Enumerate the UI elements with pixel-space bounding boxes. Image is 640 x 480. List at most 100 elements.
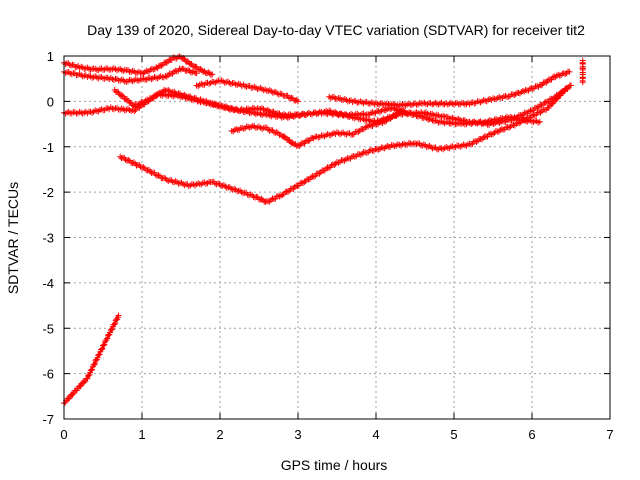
data-point-marker [91, 361, 98, 368]
data-point-marker [541, 99, 548, 106]
data-point-marker [139, 69, 145, 76]
data-point-marker [258, 195, 265, 202]
data-point-marker [548, 101, 555, 107]
data-point-marker [362, 124, 369, 131]
x-tick-labels: 0 1 2 3 4 5 6 7 [60, 427, 613, 442]
data-point-marker [62, 61, 69, 68]
y-tick-label: -5 [42, 321, 54, 336]
axis-ticks [63, 55, 611, 420]
data-point-marker [155, 172, 162, 179]
data-point-marker [178, 66, 184, 73]
data-point-marker [115, 312, 122, 319]
data-point-marker [536, 118, 543, 125]
data-point-marker [144, 96, 150, 103]
data-point-marker [296, 143, 303, 149]
data-point-marker [170, 68, 177, 75]
data-point-marker [89, 366, 96, 373]
data-point-marker [130, 159, 137, 166]
data-point-marker [217, 103, 223, 110]
data-point-marker [400, 107, 407, 114]
data-point-marker [130, 102, 136, 109]
x-tick-label: 2 [216, 427, 223, 442]
data-point-marker [135, 101, 142, 108]
data-point-marker [101, 341, 108, 348]
data-point-marker [310, 173, 317, 180]
data-point-marker [551, 94, 557, 101]
data-point-marker [355, 129, 362, 136]
data-point-marker [278, 192, 284, 199]
x-tick-label: 5 [450, 427, 457, 442]
x-axis-label: GPS time / hours [281, 457, 388, 473]
data-point-marker [473, 138, 480, 145]
data-point-marker [534, 83, 540, 90]
data-point-marker [99, 345, 106, 352]
y-tick-label: -4 [42, 276, 54, 291]
data-point-marker [100, 342, 107, 349]
data-point-marker [125, 157, 132, 163]
data-point-marker [109, 326, 116, 332]
y-tick-labels: -7 -6 -5 -4 -3 -2 -1 0 1 [42, 49, 54, 427]
data-point-marker [506, 124, 513, 131]
data-point-marker [119, 92, 125, 99]
data-point-marker [382, 118, 389, 125]
data-point-marker [92, 357, 99, 364]
series-satellite-arc-5 [61, 65, 200, 85]
data-point-marker [568, 82, 574, 89]
grid-lines [64, 56, 610, 419]
series-satellite-arc-7 [111, 86, 543, 128]
data-point-marker [65, 396, 72, 402]
series-satellite-arc-9 [326, 68, 573, 109]
data-point-marker [273, 129, 280, 136]
data-point-marker [153, 64, 160, 71]
data-point-marker [396, 110, 403, 117]
data-point-marker [200, 69, 207, 75]
data-point-marker [566, 68, 573, 75]
data-point-marker [323, 165, 330, 172]
data-point-marker [209, 71, 216, 78]
data-point-marker [193, 70, 200, 77]
data-point-marker [295, 98, 301, 105]
data-point-marker [288, 94, 295, 101]
data-point-marker [349, 131, 356, 138]
x-tick-label: 3 [294, 427, 301, 442]
data-point-marker [98, 346, 105, 353]
data-point-marker [369, 109, 376, 116]
series-satellite-arc-4 [61, 53, 216, 78]
data-point-marker [537, 109, 544, 116]
data-point-marker [84, 375, 91, 382]
x-tick-label: 1 [138, 427, 145, 442]
y-tick-label: 1 [47, 49, 54, 64]
data-point-marker [77, 383, 83, 390]
data-point-marker [108, 326, 115, 333]
data-point-marker [279, 191, 286, 198]
series-satellite-arc-10 [579, 57, 586, 86]
data-point-marker [413, 141, 420, 148]
y-tick-label: -3 [42, 231, 54, 246]
data-point-marker [551, 73, 558, 80]
data-point-marker [309, 134, 316, 141]
data-point-marker [211, 101, 218, 108]
data-point-marker [104, 335, 111, 342]
y-tick-label: 0 [47, 94, 54, 109]
data-point-marker [81, 379, 88, 386]
data-point-marker [112, 317, 119, 324]
data-point-marker [331, 162, 338, 168]
data-point-marker [129, 160, 136, 166]
data-point-marker [372, 120, 379, 127]
data-point-marker [518, 112, 525, 119]
data-point-marker [292, 97, 299, 104]
y-tick-label: -2 [42, 185, 54, 200]
data-point-marker [366, 122, 373, 128]
data-point-marker [301, 179, 308, 185]
data-point-marker [95, 352, 102, 359]
x-tick-label: 7 [606, 427, 613, 442]
y-tick-label: -1 [42, 140, 54, 155]
data-point-marker [529, 108, 535, 115]
data-point-marker [112, 320, 119, 327]
x-tick-label: 6 [528, 427, 535, 442]
y-tick-label: -7 [42, 412, 54, 427]
data-point-marker [538, 82, 545, 89]
data-point-marker [158, 62, 165, 69]
